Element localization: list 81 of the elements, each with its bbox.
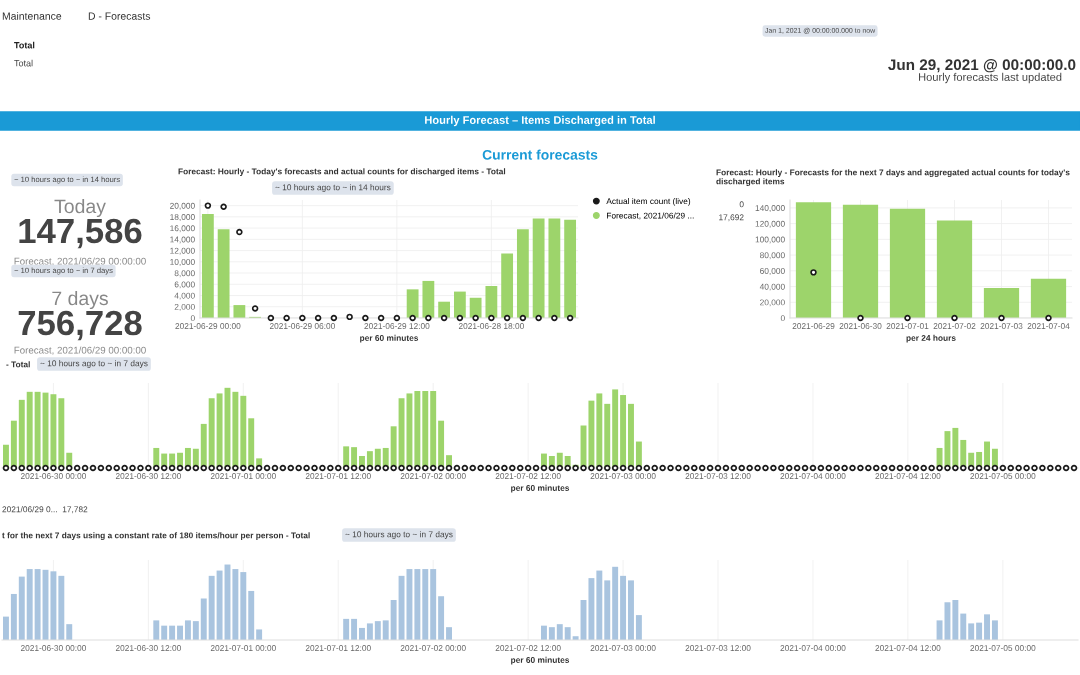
y-tick-label: 4,000 (174, 292, 195, 300)
y-tick-label: 40,000 (759, 283, 785, 291)
text: Jun 29, 2021 @ 00:00:00.0 (888, 59, 1076, 73)
text: Current forecasts (482, 149, 598, 160)
text: 756,728 (18, 310, 142, 341)
x-tick-label: 2021-06-29 06:00 (269, 323, 335, 329)
x-tick-label: 2021-07-04 (1027, 323, 1070, 329)
x-tick-label: 2021-07-03 00:00 (590, 645, 656, 651)
text: Today (54, 198, 106, 218)
x-tick-label: 2021-07-05 00:00 (970, 645, 1036, 651)
x-tick-label: 2021-06-28 18:00 (458, 323, 524, 329)
x-axis-title: per 24 hours (906, 334, 956, 343)
x-tick-label: 2021-07-03 00:00 (590, 473, 656, 479)
x-tick-label: 2021-07-01 (886, 323, 929, 329)
x-tick-label: 2021-07-04 12:00 (875, 473, 941, 479)
text: Maintenance (2, 12, 62, 20)
x-tick-label: 2021-07-01 00:00 (210, 645, 276, 651)
x-tick-label: 2021-06-29 (792, 323, 835, 329)
text: 147,586 (19, 218, 142, 249)
y-tick-label: 12,000 (170, 247, 195, 255)
x-axis-title: per 60 minutes (511, 484, 570, 493)
y-tick-label: 140,000 (755, 205, 785, 212)
y-tick-label: 120,000 (755, 220, 785, 228)
y-tick-label: 2,000 (174, 303, 195, 311)
x-tick-label: 2021-06-30 12:00 (115, 645, 181, 651)
text: 7 days (52, 290, 108, 310)
y-tick-label: 60,000 (760, 268, 785, 275)
y-tick-label: 80,000 (760, 252, 785, 260)
y-tick-label: 20,000 (760, 299, 785, 307)
x-tick-label: 2021-07-01 00:00 (210, 473, 276, 479)
y-tick-label: 0 (780, 315, 785, 322)
x-tick-label: 2021-07-03 12:00 (685, 645, 751, 651)
y-tick-label: 10,000 (170, 259, 195, 266)
text: Total (14, 59, 33, 67)
x-tick-label: 2021-07-02 12:00 (495, 473, 561, 479)
y-tick-label: 14,000 (170, 236, 195, 244)
x-tick-label: 2021-07-04 00:00 (780, 645, 846, 651)
y-tick-label: 0 (190, 315, 195, 322)
legend-label: Actual item count (live) (606, 198, 691, 206)
x-tick-label: 2021-06-30 00:00 (20, 645, 86, 651)
x-tick-label: 2021-07-02 (933, 323, 976, 329)
text: Forecast, 2021/06/29 00:00:00 (14, 257, 146, 266)
x-tick-label: 2021-07-04 00:00 (780, 473, 846, 479)
chart-title: - Total (6, 361, 30, 368)
chart-title: t for the next 7 days using a constant rate of 180 items/hour per person - Total (2, 532, 310, 540)
text: 17,692 (719, 214, 744, 222)
chart-title: Forecast: Hourly - Forecasts for the next 7 days and aggregated actual counts for today's discharged items (716, 169, 1070, 186)
text: Hourly Forecast – Items Discharged in Total (425, 115, 655, 127)
x-tick-label: 2021-07-04 12:00 (875, 645, 941, 651)
y-tick-label: 20,000 (170, 202, 195, 210)
x-tick-label: 2021-06-30 00:00 (20, 473, 86, 479)
y-tick-label: 100,000 (755, 236, 785, 244)
text: Forecast, 2021/06/29 00:00:00 (14, 346, 146, 355)
x-tick-label: 2021-07-02 00:00 (400, 645, 466, 651)
y-tick-label: 18,000 (170, 214, 195, 221)
x-tick-label: 2021-06-30 12:00 (115, 473, 181, 479)
x-axis-title: per 60 minutes (511, 656, 570, 665)
y-tick-label: 8,000 (174, 270, 195, 278)
x-tick-label: 2021-07-05 00:00 (970, 473, 1036, 479)
text: Hourly forecasts last updated (919, 72, 1062, 84)
text: ~ 10 hours ago to ~ in 14 hours (275, 184, 391, 192)
x-tick-label: 2021-06-29 12:00 (364, 323, 430, 329)
x-tick-label: 2021-07-03 12:00 (685, 473, 751, 479)
text: D - Forecasts (88, 12, 151, 20)
text: Total (14, 41, 35, 49)
x-tick-label: 2021-06-30 (839, 323, 882, 329)
x-tick-label: 2021-06-29 00:00 (175, 323, 241, 329)
y-tick-label: 6,000 (174, 281, 195, 289)
x-tick-label: 2021-07-01 12:00 (305, 473, 371, 479)
x-axis-title: per 60 minutes (360, 334, 419, 343)
x-tick-label: 2021-07-02 12:00 (495, 645, 561, 651)
x-tick-label: 2021-07-03 (980, 323, 1023, 329)
text: ~ 10 hours ago to ~ in 7 days (345, 531, 453, 539)
text: 2021/06/29 0... 17,782 (2, 506, 88, 514)
x-tick-label: 2021-07-02 00:00 (400, 473, 466, 479)
y-tick-label: 16,000 (170, 225, 195, 233)
legend-label: Forecast, 2021/06/29 ... (607, 212, 694, 220)
text: ~ 10 hours ago to ~ in 7 days (40, 360, 148, 368)
text: 0 (739, 201, 744, 208)
chart-title: Forecast: Hourly - Today's forecasts and actual counts for discharged items - Total (178, 168, 506, 176)
x-tick-label: 2021-07-01 12:00 (305, 645, 371, 651)
